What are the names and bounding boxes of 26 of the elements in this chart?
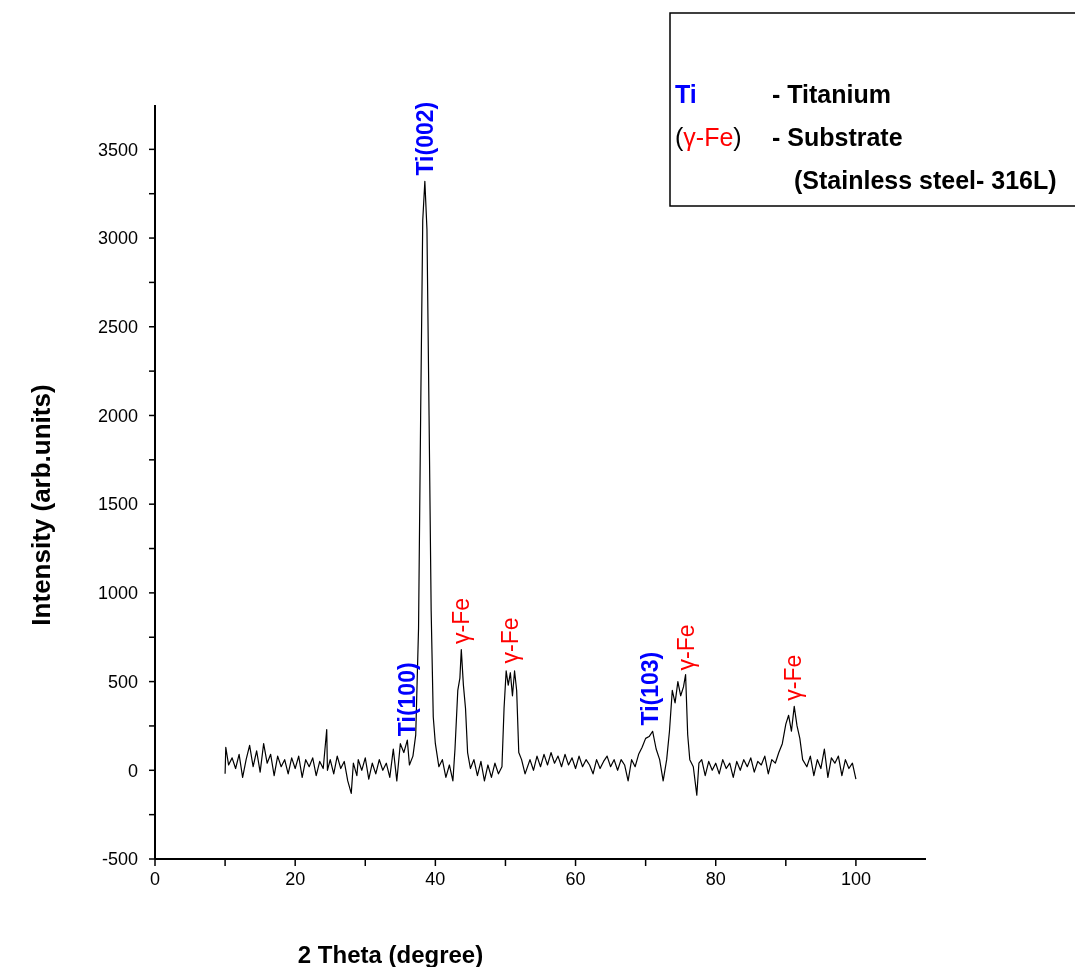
x-tick-label: 100 <box>840 869 871 889</box>
annotation: Ti(002) <box>411 101 438 176</box>
x-tick-label: 80 <box>705 869 726 889</box>
annotation: γ-Fe <box>448 597 475 644</box>
text: (γ-Fe) - Substrate <box>675 123 903 151</box>
y-tick-label: 1000 <box>97 583 138 604</box>
y-tick-label: 0 <box>127 760 138 781</box>
annotation: γ-Fe <box>497 617 524 664</box>
y-axis-title: Intensity (arb.units) <box>26 384 56 626</box>
x-tick-label: 20 <box>285 869 306 889</box>
annotation: (Stainless steel- 316L) <box>794 166 1057 194</box>
y-tick-label: -500 <box>101 849 138 870</box>
y-tick-label: 2000 <box>97 405 138 426</box>
annotation: γ-Fe <box>672 624 699 671</box>
y-tick-label: 3000 <box>97 228 138 249</box>
x-tick-label: 60 <box>565 869 586 889</box>
y-tick-label: 3500 <box>97 139 138 160</box>
y-tick-label: 2500 <box>97 317 138 338</box>
annotation: γ-Fe <box>779 654 806 701</box>
y-tick-label: 1500 <box>97 494 138 515</box>
x-tick-label: 40 <box>425 869 446 889</box>
text: Ti - Titanium <box>675 80 891 108</box>
annotation: Ti(100) <box>394 662 421 737</box>
y-tick-label: 500 <box>107 671 138 692</box>
x-tick-label: 0 <box>149 869 161 889</box>
annotation: Ti(103) <box>636 651 663 726</box>
